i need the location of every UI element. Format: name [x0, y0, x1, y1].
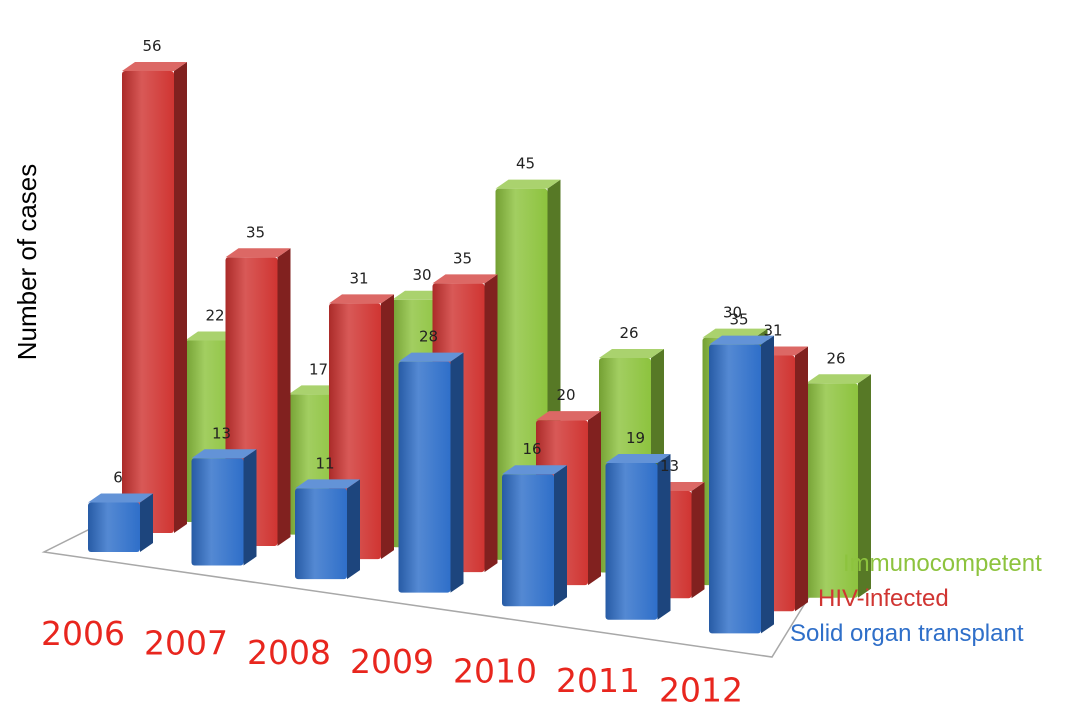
bar-side [761, 335, 774, 634]
bar-top [605, 454, 671, 464]
bar-front [88, 502, 140, 552]
bar-top [329, 294, 394, 304]
bar-side [381, 294, 394, 560]
bar-top [536, 411, 601, 421]
bar-top [702, 328, 768, 338]
bar-side [858, 374, 871, 598]
bar-side [140, 493, 153, 552]
bar-solid-organ-transplant-2008 [295, 479, 360, 580]
data-label-immunocompetent-2008: 30 [412, 266, 431, 284]
year-label-2012: 2012 [659, 670, 743, 709]
year-label-2008: 2008 [247, 633, 331, 672]
bar-side [277, 248, 291, 547]
year-label-2009: 2009 [350, 642, 434, 681]
bar-solid-organ-transplant-2007 [191, 449, 257, 566]
data-label-immunocompetent-2009: 45 [516, 155, 535, 173]
data-label-solid-organ-transplant-2006: 6 [113, 469, 123, 487]
bar-top [191, 449, 257, 459]
bar-top [122, 62, 187, 71]
year-label-2006: 2006 [41, 614, 125, 653]
bar-side [450, 352, 464, 593]
y-axis-label: Number of cases [12, 164, 42, 361]
bar-top [495, 179, 561, 189]
bar-side [588, 411, 601, 586]
series-label-hiv-infected: HIV-infected [818, 585, 949, 612]
data-label-hiv-infected-2008: 31 [349, 269, 368, 287]
bar-solid-organ-transplant-2012 [709, 335, 774, 634]
data-label-solid-organ-transplant-2007: 13 [212, 424, 231, 442]
bar-top [502, 465, 567, 475]
bar-front [605, 463, 658, 620]
bar-solid-organ-transplant-2011 [605, 454, 671, 620]
bar-side [484, 274, 498, 573]
data-label-hiv-infected-2007: 35 [246, 223, 265, 241]
data-label-hiv-infected-2006: 56 [142, 37, 161, 55]
bar-front [191, 458, 244, 566]
data-label-immunocompetent-2012: 26 [826, 349, 845, 367]
data-label-solid-organ-transplant-2011: 19 [626, 429, 645, 447]
bar-hiv-infected-2006 [122, 62, 187, 533]
bar-front [502, 474, 554, 607]
bar-solid-organ-transplant-2006 [88, 493, 153, 552]
bar-front [709, 344, 761, 634]
data-label-solid-organ-transplant-2010: 16 [522, 440, 541, 458]
data-label-immunocompetent-2007: 17 [309, 360, 328, 378]
data-label-hiv-infected-2009: 35 [453, 249, 472, 267]
year-label-2007: 2007 [144, 623, 228, 662]
data-label-solid-organ-transplant-2008: 11 [315, 454, 334, 472]
data-label-hiv-infected-2010: 20 [556, 386, 575, 404]
year-label-2010: 2010 [453, 652, 537, 691]
bar-immunocompetent-2012 [806, 374, 871, 598]
data-label-hiv-infected-2011: 13 [660, 457, 679, 475]
data-label-solid-organ-transplant-2012: 35 [729, 311, 748, 329]
bar-top [398, 352, 464, 362]
bar-solid-organ-transplant-2009 [398, 352, 464, 593]
bar-top [432, 274, 498, 284]
year-label-2011: 2011 [556, 661, 640, 700]
bar-front [398, 361, 451, 593]
data-label-solid-organ-transplant-2009: 28 [419, 328, 438, 346]
bar-front [122, 71, 174, 533]
data-label-immunocompetent-2010: 26 [619, 324, 638, 342]
series-label-solid-organ-transplant: Solid organ transplant [790, 620, 1024, 647]
bar-top [709, 335, 774, 345]
bar-side [174, 62, 187, 533]
bar-top [806, 374, 871, 384]
data-label-hiv-infected-2012: 31 [763, 321, 782, 339]
bar-top [225, 248, 291, 258]
bar-front [295, 488, 347, 580]
bar-top [88, 493, 153, 503]
data-label-immunocompetent-2011: 30 [723, 304, 742, 322]
bar-side [691, 481, 705, 599]
data-label-immunocompetent-2006: 22 [205, 307, 224, 325]
bar-side [657, 454, 671, 620]
bar-top [599, 349, 664, 359]
bar-side [347, 479, 360, 580]
bar-side [243, 449, 257, 566]
bar-front [806, 383, 858, 598]
bar-solid-organ-transplant-2010 [502, 465, 567, 607]
bar-top [295, 479, 360, 489]
bar-side [554, 465, 567, 607]
series-label-immunocompetent: Immunocompetent [843, 550, 1042, 577]
bar-side [795, 346, 808, 612]
